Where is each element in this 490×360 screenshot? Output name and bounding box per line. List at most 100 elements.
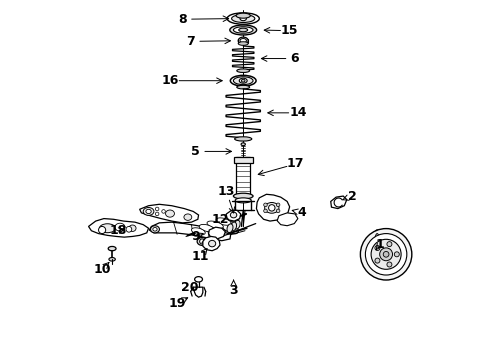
Ellipse shape [207, 221, 223, 229]
Text: 20: 20 [181, 282, 198, 294]
Ellipse shape [99, 224, 116, 233]
Ellipse shape [241, 143, 245, 146]
Polygon shape [140, 204, 198, 223]
Ellipse shape [240, 17, 246, 21]
Polygon shape [236, 157, 250, 196]
Ellipse shape [234, 220, 240, 229]
Polygon shape [277, 213, 298, 226]
Ellipse shape [192, 228, 205, 235]
Ellipse shape [228, 226, 239, 234]
Text: 13: 13 [218, 185, 235, 198]
Ellipse shape [233, 77, 253, 85]
Circle shape [366, 234, 407, 275]
Circle shape [371, 239, 401, 269]
Circle shape [360, 229, 412, 280]
Ellipse shape [235, 137, 252, 141]
Text: 3: 3 [229, 284, 238, 297]
Circle shape [276, 209, 280, 213]
Ellipse shape [233, 27, 253, 33]
Circle shape [387, 242, 392, 247]
Text: 11: 11 [192, 250, 209, 263]
Ellipse shape [239, 28, 247, 32]
Ellipse shape [227, 224, 233, 233]
Ellipse shape [166, 210, 174, 217]
Ellipse shape [269, 204, 275, 211]
Circle shape [126, 226, 132, 232]
Ellipse shape [153, 228, 157, 231]
Circle shape [264, 209, 267, 213]
Ellipse shape [231, 222, 237, 231]
Ellipse shape [129, 225, 136, 231]
Text: 18: 18 [109, 224, 127, 237]
Text: 4: 4 [298, 206, 307, 219]
Ellipse shape [236, 13, 250, 18]
Text: 14: 14 [289, 106, 307, 120]
Ellipse shape [233, 193, 253, 199]
Circle shape [394, 252, 399, 257]
Circle shape [380, 248, 392, 261]
Text: 8: 8 [178, 13, 187, 26]
Circle shape [387, 262, 392, 267]
Text: 16: 16 [161, 74, 179, 87]
Ellipse shape [146, 209, 151, 213]
Ellipse shape [238, 37, 248, 44]
Text: 10: 10 [94, 263, 111, 276]
Polygon shape [256, 194, 290, 221]
Polygon shape [89, 219, 148, 237]
Polygon shape [149, 222, 231, 241]
Ellipse shape [225, 215, 239, 222]
Ellipse shape [239, 78, 247, 83]
Circle shape [383, 251, 389, 257]
Text: 7: 7 [186, 35, 195, 48]
Text: 12: 12 [212, 213, 229, 226]
Polygon shape [226, 210, 241, 221]
Ellipse shape [150, 226, 159, 233]
Ellipse shape [115, 223, 125, 231]
Polygon shape [209, 227, 225, 239]
Text: 5: 5 [191, 145, 200, 158]
Ellipse shape [237, 85, 249, 89]
Text: 9: 9 [192, 230, 200, 243]
Circle shape [375, 246, 380, 251]
Ellipse shape [235, 198, 251, 203]
Circle shape [264, 203, 267, 207]
Ellipse shape [109, 257, 115, 261]
Ellipse shape [143, 207, 154, 215]
Ellipse shape [230, 212, 237, 218]
Circle shape [155, 212, 159, 216]
Circle shape [162, 210, 165, 213]
Circle shape [98, 226, 106, 234]
Ellipse shape [199, 224, 214, 232]
Polygon shape [234, 157, 252, 163]
Text: 17: 17 [287, 157, 304, 170]
Polygon shape [203, 237, 220, 251]
Ellipse shape [227, 13, 259, 24]
Circle shape [155, 207, 159, 211]
Ellipse shape [195, 276, 202, 282]
Ellipse shape [265, 203, 279, 213]
Ellipse shape [232, 15, 255, 22]
Ellipse shape [237, 69, 249, 72]
Text: 2: 2 [348, 190, 357, 203]
Polygon shape [331, 196, 347, 208]
Ellipse shape [216, 218, 231, 225]
Ellipse shape [184, 214, 192, 220]
Circle shape [375, 258, 380, 263]
Ellipse shape [238, 42, 248, 45]
Ellipse shape [230, 75, 256, 86]
Text: 15: 15 [281, 24, 298, 37]
Ellipse shape [199, 239, 205, 244]
Ellipse shape [230, 25, 257, 35]
Text: 1: 1 [376, 238, 384, 251]
Ellipse shape [242, 79, 245, 82]
Circle shape [276, 203, 280, 207]
Ellipse shape [108, 247, 116, 251]
Ellipse shape [197, 238, 207, 246]
Ellipse shape [240, 39, 246, 43]
Ellipse shape [209, 240, 216, 247]
Text: 6: 6 [291, 52, 299, 65]
Ellipse shape [372, 230, 383, 276]
Text: 19: 19 [169, 297, 186, 310]
Ellipse shape [222, 222, 236, 232]
Ellipse shape [373, 234, 381, 273]
